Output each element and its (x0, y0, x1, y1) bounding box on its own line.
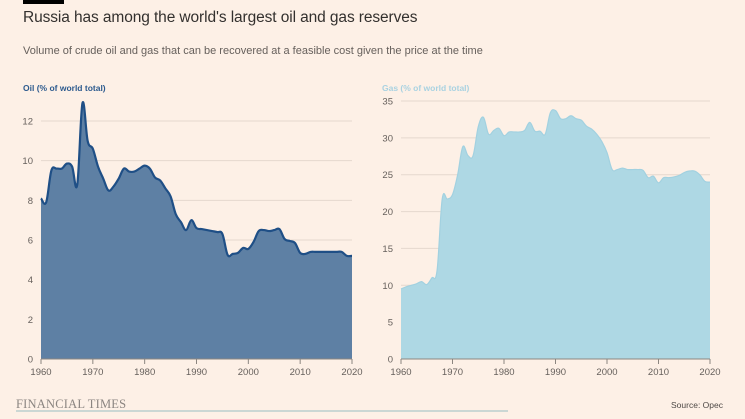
source-note: Source: Opec (671, 400, 723, 410)
x-tick-label: 1990 (545, 367, 566, 378)
gas-line (400, 109, 711, 290)
y-tick-label: 20 (382, 207, 393, 218)
y-tick-label: 8 (28, 196, 33, 207)
x-tick-label: 2000 (596, 367, 617, 378)
y-tick-label: 6 (28, 236, 33, 247)
x-tick-label: 2020 (341, 367, 362, 378)
gas-chart-title: Gas (% of world total) (382, 83, 470, 93)
y-tick-label: 5 (388, 318, 393, 329)
oil-line (40, 101, 353, 258)
y-tick-label: 0 (28, 355, 33, 366)
chart-title: Russia has among the world's largest oil… (23, 9, 418, 26)
oil-area-fill (41, 102, 352, 360)
y-tick-label: 10 (382, 281, 393, 292)
oil-chart-title: Oil (% of world total) (23, 83, 106, 93)
y-tick-label: 10 (22, 156, 33, 167)
gas-area-fill (401, 109, 710, 359)
y-tick-label: 2 (28, 315, 33, 326)
top-accent-rule (23, 0, 64, 4)
x-tick-label: 1960 (390, 367, 411, 378)
x-tick-label: 1960 (30, 367, 51, 378)
y-tick-label: 15 (382, 244, 393, 255)
x-tick-label: 1970 (442, 367, 463, 378)
ft-logo: FINANCIAL TIMES (16, 397, 127, 411)
gas-chart: Gas (% of world total) 0 5 10 15 20 25 30 35 19… (382, 83, 721, 378)
y-tick-label: 25 (382, 170, 393, 181)
x-tick-label: 1990 (186, 367, 207, 378)
oil-y-tick-labels: 0 2 4 6 8 10 12 (22, 117, 33, 366)
gas-x-axis: 1960 1970 1980 1990 2000 2010 2020 (390, 358, 721, 378)
x-tick-label: 1970 (82, 367, 103, 378)
chart-subtitle: Volume of crude oil and gas that can be … (23, 45, 483, 57)
y-tick-label: 35 (382, 97, 393, 108)
x-tick-label: 2020 (699, 367, 720, 378)
x-tick-label: 2010 (648, 367, 669, 378)
x-tick-label: 1980 (493, 367, 514, 378)
oil-chart: Oil (% of world total) 0 2 4 6 8 10 12 1960 197… (22, 83, 362, 378)
x-tick-label: 1980 (134, 367, 155, 378)
y-tick-label: 4 (28, 275, 33, 286)
footer-rule (16, 410, 508, 412)
gas-y-tick-labels: 0 5 10 15 20 25 30 35 (382, 97, 393, 366)
x-tick-label: 2000 (238, 367, 259, 378)
y-tick-label: 0 (388, 355, 393, 366)
oil-x-axis: 1960 1970 1980 1990 2000 2010 2020 (30, 358, 363, 378)
y-tick-label: 30 (382, 133, 393, 144)
y-tick-label: 12 (22, 117, 33, 128)
x-tick-label: 2010 (290, 367, 311, 378)
